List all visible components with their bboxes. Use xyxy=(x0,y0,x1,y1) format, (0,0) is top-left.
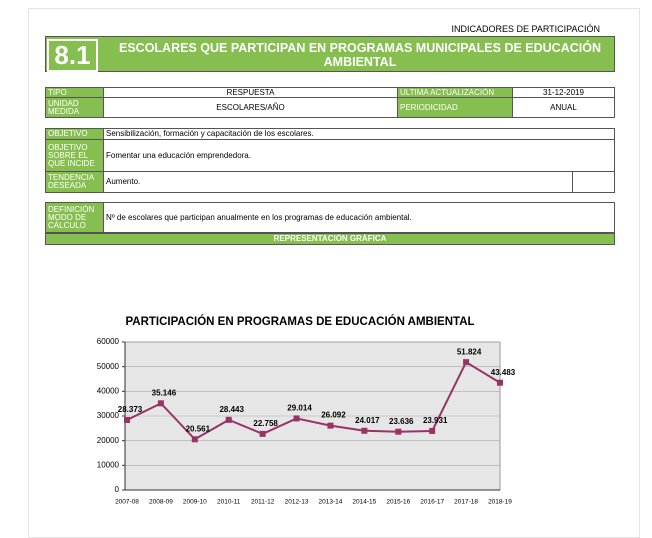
data-point xyxy=(124,417,130,424)
data-label: 43.483 xyxy=(491,368,516,377)
empty-cell xyxy=(572,171,615,193)
data-point xyxy=(327,422,334,429)
section-title: REPRESENTACIÓN GRÁFICA xyxy=(45,233,615,245)
y-tick-label: 10000 xyxy=(97,460,120,469)
data-label: 24.017 xyxy=(355,416,380,425)
field-label: PERIODICIDAD xyxy=(397,97,513,118)
data-label: 35.146 xyxy=(152,388,177,397)
data-label: 22.758 xyxy=(253,419,278,428)
y-tick-label: 50000 xyxy=(97,362,120,371)
data-point xyxy=(395,428,402,435)
data-line xyxy=(126,360,501,441)
y-tick-label: 60000 xyxy=(97,337,120,346)
y-tick-label: 30000 xyxy=(97,411,120,420)
data-label: 51.824 xyxy=(457,347,482,356)
x-tick-label: 2011-12 xyxy=(251,499,275,506)
x-tick-label: 2008-09 xyxy=(149,499,173,506)
data-point xyxy=(259,430,266,437)
data-label: 29.014 xyxy=(287,404,312,413)
data-label: 23.636 xyxy=(389,417,414,426)
x-tick-label: 2015-16 xyxy=(386,499,410,506)
y-tick-label: 40000 xyxy=(97,386,120,395)
x-tick-label: 2007-08 xyxy=(115,499,139,506)
x-tick-label: 2010-11 xyxy=(217,499,241,506)
data-point xyxy=(293,415,300,422)
section-label: INDICADORES DE PARTICIPACIÓN xyxy=(451,24,600,34)
x-tick-label: 2009-10 xyxy=(183,499,207,506)
data-point xyxy=(361,427,368,434)
data-point xyxy=(463,359,470,366)
header-number: 8.1 xyxy=(47,39,98,72)
data-label: 28.443 xyxy=(219,405,244,414)
chart-title: PARTICIPACIÓN EN PROGRAMAS DE EDUCACIÓN … xyxy=(125,315,474,328)
x-tick-label: 2017-18 xyxy=(454,499,478,506)
data-point xyxy=(157,400,164,407)
data-label: 28.373 xyxy=(118,405,143,414)
y-tick-label: 0 xyxy=(115,485,120,494)
data-point xyxy=(191,436,198,443)
data-point xyxy=(225,416,232,423)
field-label: TENDENCIA DESEADA xyxy=(45,171,104,193)
data-label: 23.931 xyxy=(423,416,448,425)
data-point xyxy=(429,427,436,434)
x-tick-label: 2016-17 xyxy=(420,499,444,506)
x-tick-label: 2014-15 xyxy=(352,499,376,506)
x-tick-label: 2013-14 xyxy=(319,499,343,506)
field-value: ANUAL xyxy=(512,97,615,118)
data-label: 20.561 xyxy=(186,424,211,433)
header-bar xyxy=(45,36,615,72)
header-title: ESCOLARES QUE PARTICIPAN EN PROGRAMAS MU… xyxy=(119,41,601,69)
field-label: DEFINICIÓN MODO DE CÁLCULO xyxy=(45,202,104,233)
data-point xyxy=(497,379,503,386)
x-tick-label: 2018-19 xyxy=(488,499,512,506)
y-tick-label: 20000 xyxy=(97,436,120,445)
data-label: 26.092 xyxy=(321,411,346,420)
x-tick-label: 2012-13 xyxy=(285,499,309,506)
field-value: Nº de escolares que participan anualment… xyxy=(103,202,615,233)
field-label: OBJETIVO SOBRE EL QUE INCIDE xyxy=(45,139,104,172)
